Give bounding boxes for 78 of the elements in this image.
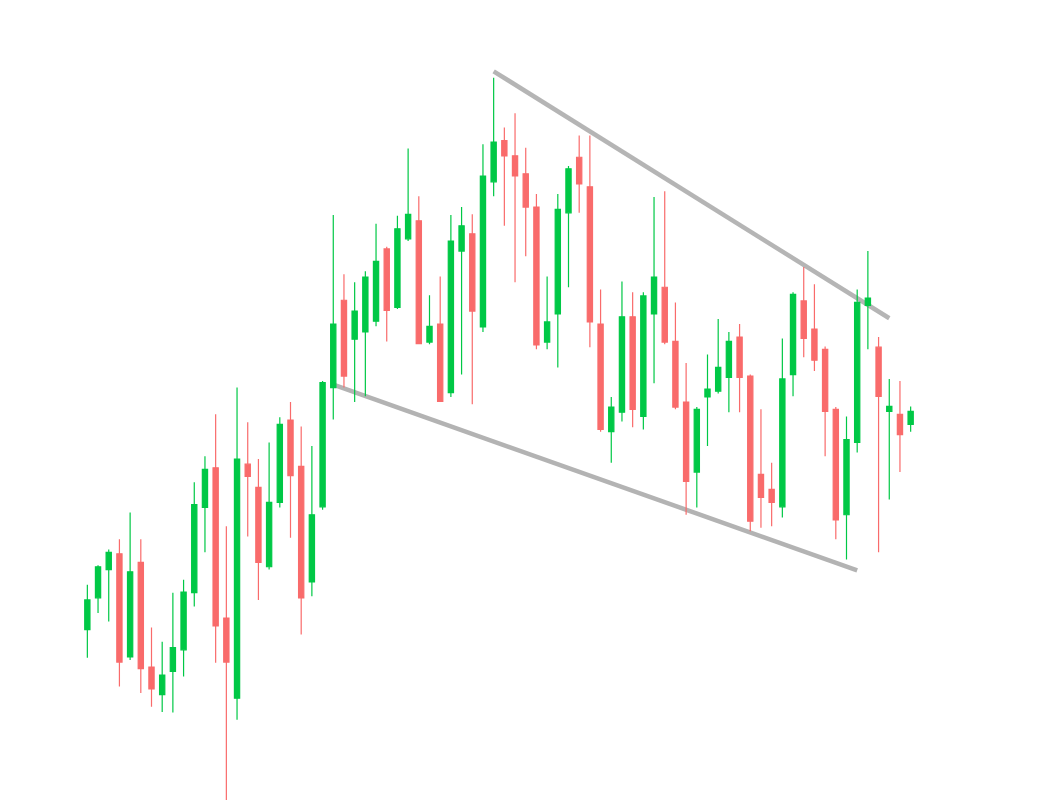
candlestick <box>853 288 861 454</box>
candlestick <box>821 345 829 457</box>
candlestick <box>265 441 273 571</box>
candlestick <box>362 270 369 397</box>
candlestick <box>340 273 348 389</box>
candlestick <box>297 426 305 636</box>
candlestick <box>565 165 572 288</box>
candlestick <box>896 380 904 473</box>
candlestick <box>618 280 626 423</box>
candlestick <box>415 195 423 345</box>
candlestick <box>608 396 615 464</box>
candlestick <box>319 380 326 511</box>
candlestick <box>490 77 497 197</box>
candlestick <box>640 291 647 431</box>
candlestick <box>244 421 251 537</box>
candlestick <box>116 538 123 688</box>
candlestick <box>404 147 412 242</box>
candlestick <box>169 592 177 714</box>
candlestick <box>672 301 679 410</box>
candlestick <box>201 455 209 553</box>
candlestick <box>372 223 380 327</box>
candlestick <box>191 481 198 608</box>
candlestick <box>682 362 690 516</box>
candlestick <box>779 337 786 519</box>
candlestick <box>543 275 551 350</box>
candlestick <box>287 401 294 539</box>
candlestick <box>586 134 594 348</box>
candlestick <box>383 246 390 342</box>
candlestick <box>223 525 230 800</box>
candlestick <box>650 196 658 384</box>
candlestick <box>693 406 701 509</box>
candlestick <box>875 336 882 553</box>
candlestick <box>137 538 145 694</box>
candlestick <box>469 213 476 405</box>
candlestick <box>458 206 465 376</box>
candlestick <box>94 564 102 614</box>
candlestick <box>501 127 508 227</box>
candlestick <box>84 584 91 659</box>
candlestick <box>158 641 166 713</box>
candlestick <box>736 323 743 413</box>
candlestick <box>768 462 775 527</box>
candlestick <box>479 143 487 333</box>
candlestick <box>843 415 850 561</box>
candlestick <box>533 193 540 350</box>
candlestick <box>800 266 807 358</box>
candlestick <box>351 281 358 403</box>
candlestick <box>276 416 284 509</box>
candlestick <box>105 548 112 623</box>
candlestick <box>394 215 401 310</box>
candlestick <box>832 406 840 540</box>
candlestick <box>597 288 604 433</box>
candlestick <box>255 458 262 601</box>
candlestick <box>629 291 636 428</box>
candlestick <box>789 291 797 397</box>
candlestick <box>747 374 754 532</box>
candlestick <box>126 511 134 661</box>
candlestick <box>725 331 733 413</box>
candlestick <box>330 214 337 420</box>
candlestick <box>180 579 187 678</box>
candlestick <box>907 405 914 433</box>
candlestick <box>757 408 765 529</box>
candlestick <box>212 413 219 664</box>
candlestick <box>511 112 519 283</box>
candlestick <box>554 193 562 368</box>
candlestick <box>886 378 893 501</box>
candlestick <box>308 445 316 597</box>
candlestick <box>575 134 583 214</box>
candlestick <box>447 214 455 398</box>
candlestick <box>148 626 155 708</box>
candlestick <box>661 190 668 345</box>
candlestick <box>714 318 722 394</box>
candlestick <box>233 387 241 721</box>
candlestick <box>864 250 872 350</box>
candlestick <box>522 147 529 257</box>
candlestick <box>811 283 818 372</box>
candlestick <box>436 275 444 403</box>
candlestick <box>426 294 433 345</box>
candlestick <box>704 353 711 447</box>
